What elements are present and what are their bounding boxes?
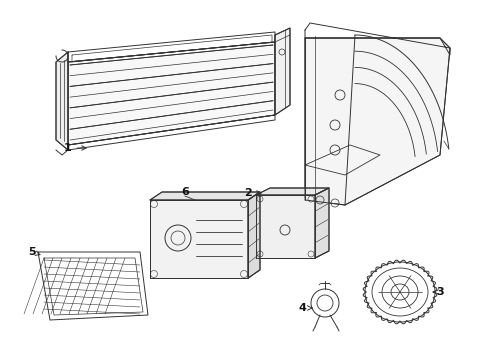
Polygon shape [305, 38, 450, 205]
Polygon shape [275, 28, 290, 115]
Text: 5: 5 [28, 247, 40, 257]
Polygon shape [315, 188, 329, 258]
Text: 1: 1 [64, 143, 86, 153]
Polygon shape [248, 192, 260, 278]
Text: 4: 4 [298, 303, 312, 313]
Text: 6: 6 [181, 187, 189, 197]
Text: 2: 2 [244, 188, 261, 198]
Polygon shape [256, 195, 315, 258]
Polygon shape [68, 42, 275, 145]
Polygon shape [56, 52, 68, 150]
Polygon shape [256, 188, 329, 195]
Polygon shape [150, 200, 248, 278]
Text: 3: 3 [433, 287, 444, 297]
Polygon shape [150, 192, 260, 200]
